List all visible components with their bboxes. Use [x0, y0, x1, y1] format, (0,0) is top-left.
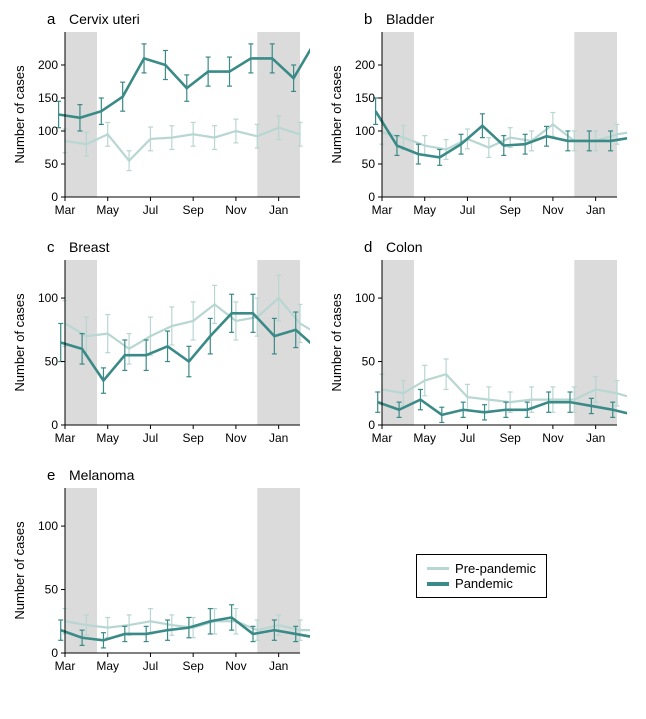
y-axis-label: Number of cases	[12, 65, 27, 164]
ytick-label: 0	[368, 418, 375, 432]
panel-d: 0 50 100 Mar May Jul Sep Nov Jan Number of cases d…	[327, 238, 636, 458]
panel-letter: d	[364, 239, 372, 256]
legend-panel: Pre-pandemicPandemic	[327, 466, 636, 686]
shade-region	[574, 32, 617, 197]
panel-e: 0 50 100 Mar May Jul Sep Nov Jan Number of cases e…	[10, 466, 319, 686]
legend-swatch	[427, 567, 449, 570]
xtick-label: Nov	[225, 203, 246, 217]
panel-c: 0 50 100 Mar May Jul Sep Nov Jan Number of cases c…	[10, 238, 319, 458]
ytick-label: 150	[38, 91, 58, 105]
xtick-label: Mar	[55, 659, 76, 673]
xtick-label: Sep	[183, 659, 205, 673]
chart-a: 0 50 100 150 200 Mar May Jul Sep Nov Jan Number of …	[10, 10, 310, 225]
chart-e: 0 50 100 Mar May Jul Sep Nov Jan Number of cases e…	[10, 466, 310, 681]
panel-title: Breast	[69, 239, 110, 255]
ytick-label: 200	[38, 58, 58, 72]
legend-item: Pre-pandemic	[427, 561, 536, 576]
ytick-label: 0	[368, 190, 375, 204]
chart-d: 0 50 100 Mar May Jul Sep Nov Jan Number of cases d…	[327, 238, 627, 453]
shade-region	[65, 488, 97, 653]
ytick-label: 50	[45, 355, 59, 369]
panel-title: Cervix uteri	[69, 11, 140, 27]
panel-b: 0 50 100 150 200 Mar May Jul Sep Nov Jan Number of …	[327, 10, 636, 230]
xtick-label: Jan	[586, 203, 605, 217]
shade-region	[257, 32, 300, 197]
panel-a: 0 50 100 150 200 Mar May Jul Sep Nov Jan Number of …	[10, 10, 319, 230]
xtick-label: Jan	[269, 203, 288, 217]
xtick-label: Mar	[55, 203, 76, 217]
xtick-label: Mar	[372, 203, 393, 217]
panel-title: Colon	[386, 239, 423, 255]
xtick-label: Jul	[460, 431, 475, 445]
ytick-label: 50	[45, 157, 59, 171]
y-axis-label: Number of cases	[12, 521, 27, 620]
xtick-label: Mar	[55, 431, 76, 445]
xtick-label: Sep	[500, 431, 522, 445]
xtick-label: May	[413, 431, 436, 445]
xtick-label: Jan	[269, 431, 288, 445]
xtick-label: May	[96, 203, 119, 217]
xtick-label: Sep	[183, 431, 205, 445]
xtick-label: Sep	[500, 203, 522, 217]
ytick-label: 100	[355, 291, 375, 305]
xtick-label: Jul	[143, 659, 158, 673]
panel-letter: e	[47, 467, 55, 484]
shade-region	[382, 260, 414, 425]
shade-region	[382, 32, 414, 197]
ytick-label: 0	[51, 646, 58, 660]
xtick-label: May	[413, 203, 436, 217]
legend-swatch	[427, 582, 449, 586]
panel-letter: a	[47, 11, 56, 28]
xtick-label: Mar	[372, 431, 393, 445]
xtick-label: Jul	[143, 203, 158, 217]
xtick-label: Jul	[143, 431, 158, 445]
xtick-label: May	[96, 659, 119, 673]
ytick-label: 200	[355, 58, 375, 72]
ytick-label: 50	[45, 583, 59, 597]
chart-b: 0 50 100 150 200 Mar May Jul Sep Nov Jan Number of …	[327, 10, 627, 225]
shade-region	[65, 260, 97, 425]
ytick-label: 50	[362, 355, 376, 369]
ytick-label: 0	[51, 418, 58, 432]
xtick-label: Jul	[460, 203, 475, 217]
xtick-label: Jan	[269, 659, 288, 673]
y-axis-label: Number of cases	[329, 293, 344, 392]
legend-box: Pre-pandemicPandemic	[416, 554, 547, 598]
xtick-label: Nov	[225, 431, 246, 445]
ytick-label: 50	[362, 157, 376, 171]
ytick-label: 100	[38, 519, 58, 533]
chart-c: 0 50 100 Mar May Jul Sep Nov Jan Number of cases c…	[10, 238, 310, 453]
legend-item: Pandemic	[427, 576, 536, 591]
ytick-label: 100	[355, 124, 375, 138]
xtick-label: Sep	[183, 203, 205, 217]
xtick-label: Jan	[586, 431, 605, 445]
panel-letter: c	[47, 239, 55, 256]
y-axis-label: Number of cases	[329, 65, 344, 164]
chart-grid: 0 50 100 150 200 Mar May Jul Sep Nov Jan Number of …	[10, 10, 636, 686]
legend-label: Pandemic	[455, 576, 513, 591]
ytick-label: 100	[38, 291, 58, 305]
y-axis-label: Number of cases	[12, 293, 27, 392]
xtick-label: May	[96, 431, 119, 445]
xtick-label: Nov	[542, 431, 563, 445]
panel-title: Melanoma	[69, 467, 135, 483]
legend-label: Pre-pandemic	[455, 561, 536, 576]
panel-letter: b	[364, 11, 372, 28]
xtick-label: Nov	[225, 659, 246, 673]
ytick-label: 100	[38, 124, 58, 138]
ytick-label: 150	[355, 91, 375, 105]
ytick-label: 0	[51, 190, 58, 204]
xtick-label: Nov	[542, 203, 563, 217]
panel-title: Bladder	[386, 11, 435, 27]
